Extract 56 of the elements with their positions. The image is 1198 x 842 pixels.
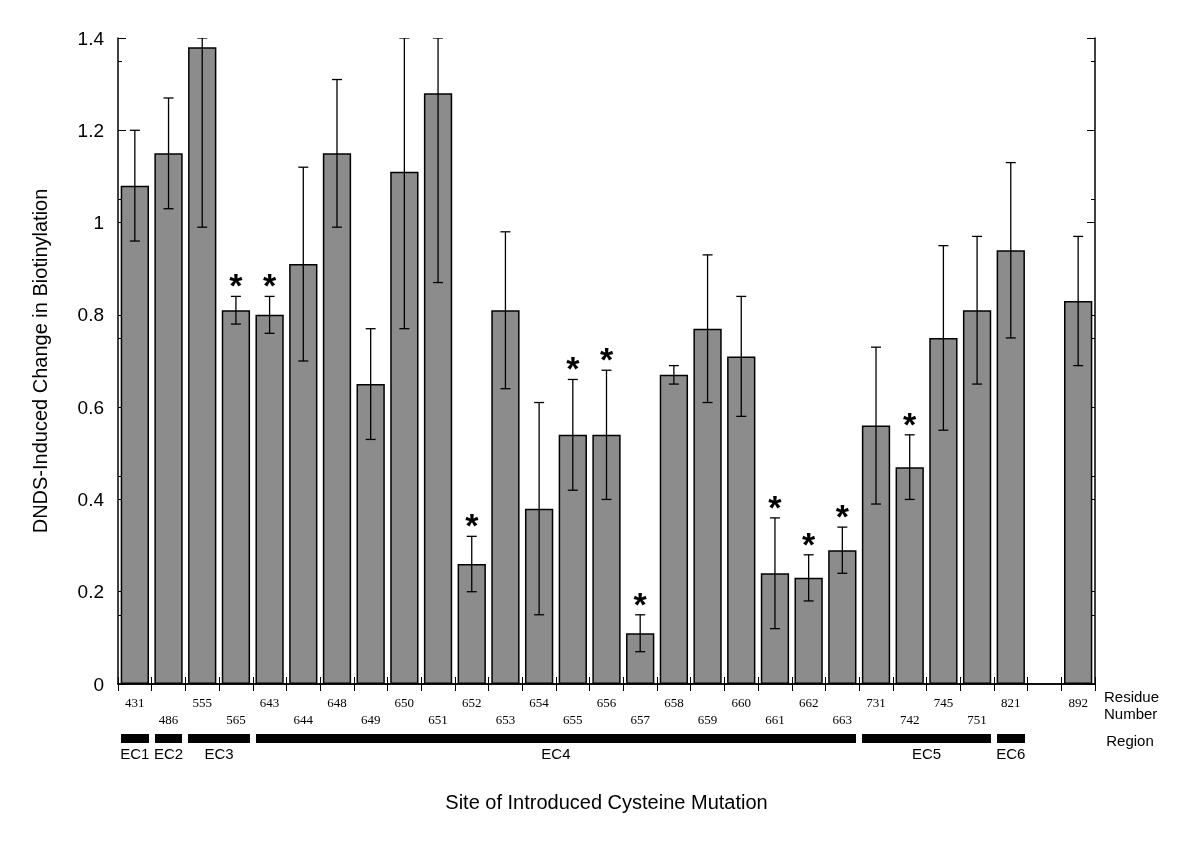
annotation: * <box>465 506 480 545</box>
x-tick-label: 653 <box>495 712 516 727</box>
annotation: * <box>599 340 614 379</box>
x-tick-label: 643 <box>259 695 280 710</box>
annotation: * <box>633 584 648 623</box>
text: EC4 <box>541 745 571 762</box>
annotation: * <box>566 349 581 388</box>
x-tick-label: 892 <box>1068 695 1088 710</box>
x-tick-label: 644 <box>293 712 314 727</box>
x-tick-label: 663 <box>832 712 853 727</box>
x-tick-label: 655 <box>563 712 583 727</box>
x-tick-label: 657 <box>630 712 651 727</box>
annotation: * <box>802 524 817 563</box>
x-tick-label: 649 <box>360 712 381 727</box>
annotation: * <box>768 487 783 526</box>
x-tick-label: 431 <box>125 695 145 710</box>
x-tick-label: 731 <box>866 695 886 710</box>
x-tick-label: 662 <box>798 695 819 710</box>
y-tick-label: 0.8 <box>77 304 104 326</box>
x-tick-label: 745 <box>933 695 954 710</box>
x-tick-label: 650 <box>394 695 415 710</box>
text: EC1 <box>120 745 150 762</box>
y-tick-label: 0 <box>93 673 104 695</box>
x-tick-label: 821 <box>1001 695 1021 710</box>
annotation: * <box>903 404 918 443</box>
x-tick-label: 555 <box>192 695 212 710</box>
x-tick-label: 652 <box>461 695 482 710</box>
text: EC6 <box>996 745 1026 762</box>
text: EC3 <box>204 745 234 762</box>
x-tick-label: 486 <box>158 712 179 727</box>
x-tick-label: 661 <box>765 712 785 727</box>
y-tick-label: 0.2 <box>77 581 104 603</box>
x-tick-label: 742 <box>899 712 920 727</box>
text: EC5 <box>911 745 942 762</box>
x-tick-label: 751 <box>967 712 987 727</box>
x-tick-label: 658 <box>664 695 684 710</box>
annotation: * <box>229 266 244 305</box>
y-tick-label: 1 <box>93 212 104 234</box>
y-tick-label: 0.4 <box>77 488 105 510</box>
y-tick-label: 1.2 <box>77 119 104 141</box>
x-tick-label: 565 <box>226 712 246 727</box>
x-tick-label: 648 <box>327 695 347 710</box>
annotation: * <box>835 497 850 536</box>
x-tick-label: 660 <box>731 695 752 710</box>
y-tick-label: 0.6 <box>77 396 104 418</box>
text: Residue Number <box>1104 688 1164 722</box>
x-tick-label: 659 <box>697 712 718 727</box>
y-tick-label: 1.4 <box>77 27 105 49</box>
x-tick-label: 651 <box>428 712 448 727</box>
y-axis-title: DNDS-Induced Change in Biotinylation <box>29 188 51 534</box>
text: Region <box>1106 732 1154 749</box>
text: EC2 <box>153 745 184 762</box>
annotation: * <box>262 266 277 305</box>
x-tick-label: 654 <box>529 695 550 710</box>
x-tick-label: 656 <box>596 695 617 710</box>
x-axis-title: Site of Introduced Cysteine Mutation <box>445 791 768 813</box>
